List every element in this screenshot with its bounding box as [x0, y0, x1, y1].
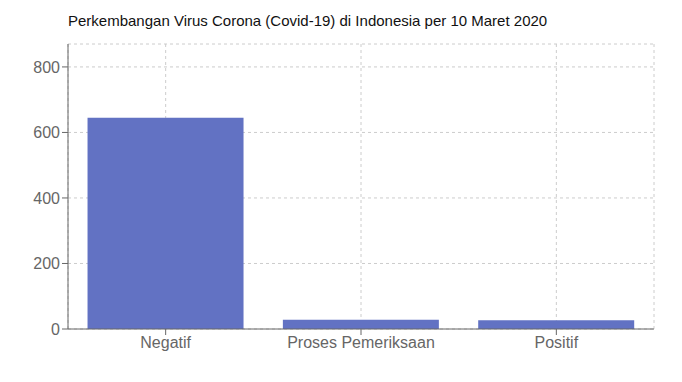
- svg-text:Negatif: Negatif: [140, 334, 191, 351]
- svg-text:400: 400: [33, 190, 60, 207]
- svg-text:800: 800: [33, 59, 60, 76]
- svg-text:0: 0: [51, 321, 60, 338]
- svg-text:600: 600: [33, 124, 60, 141]
- svg-text:Positif: Positif: [535, 334, 579, 351]
- html-text:Perkembangan Virus Corona (Cov: Perkembangan Virus Corona (Covid-19) di …: [68, 12, 548, 29]
- svg-text:Proses Pemeriksaan: Proses Pemeriksaan: [287, 334, 435, 351]
- svg-text:200: 200: [33, 255, 60, 272]
